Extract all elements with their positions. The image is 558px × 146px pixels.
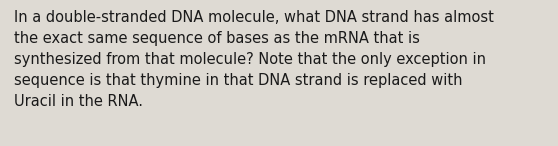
Text: In a double-stranded DNA molecule, what DNA strand has almost
the exact same seq: In a double-stranded DNA molecule, what … xyxy=(14,10,494,109)
